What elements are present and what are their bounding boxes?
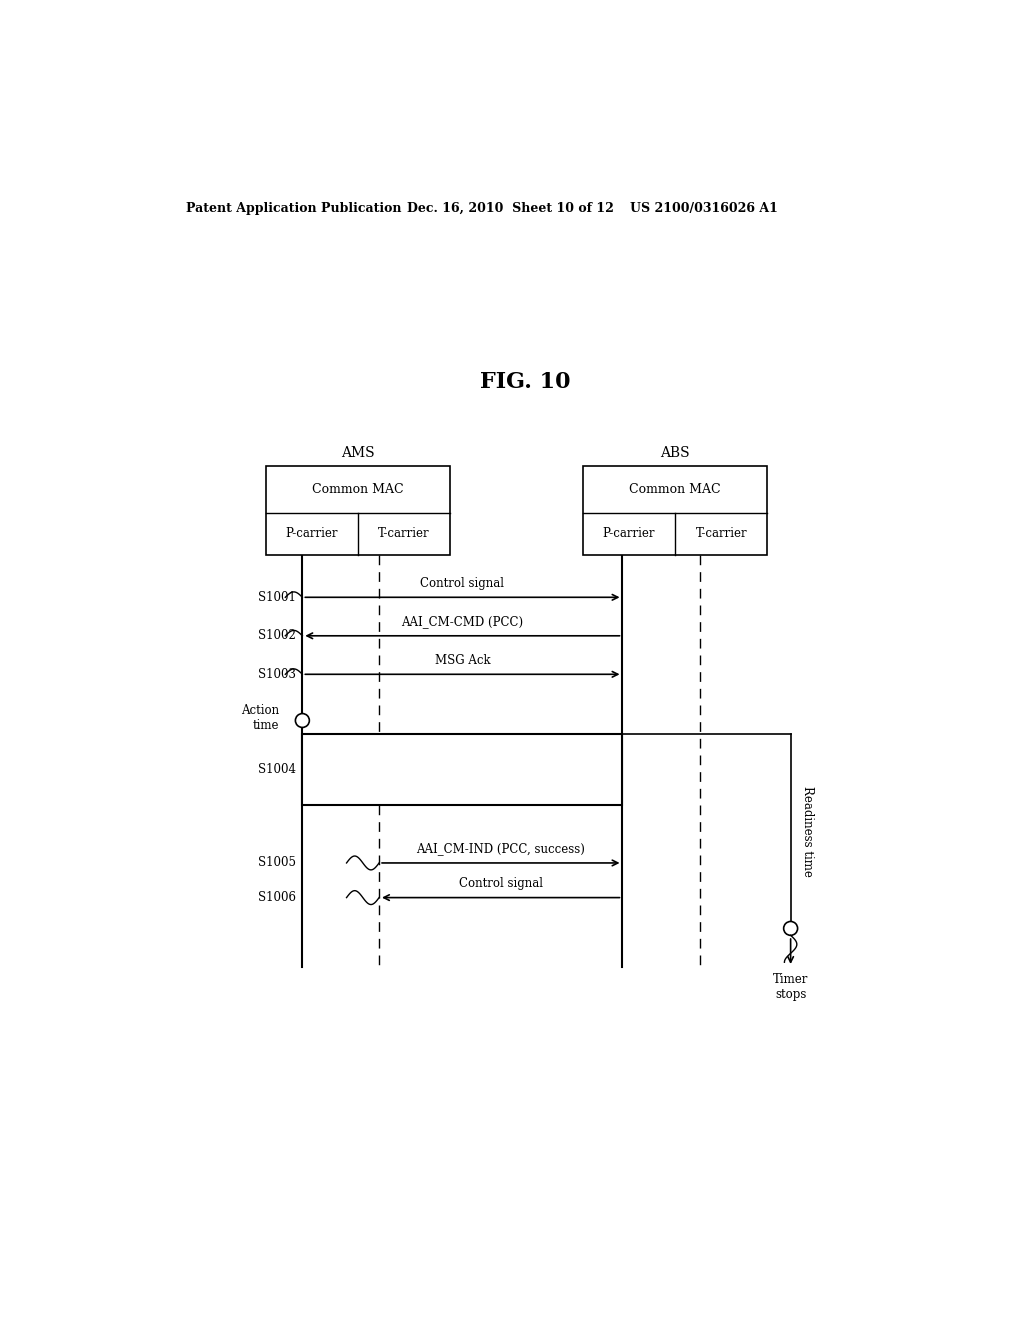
Text: Action
time: Action time: [241, 704, 280, 731]
Text: S1004: S1004: [258, 763, 296, 776]
Bar: [266, 466, 450, 554]
Text: ABS: ABS: [660, 446, 690, 459]
Text: MSG Ack: MSG Ack: [434, 653, 490, 667]
Text: Timer
stops: Timer stops: [773, 973, 808, 1001]
Text: Dec. 16, 2010  Sheet 10 of 12: Dec. 16, 2010 Sheet 10 of 12: [407, 202, 613, 215]
Text: S1002: S1002: [258, 630, 296, 643]
Text: AAI_CM-IND (PCC, success): AAI_CM-IND (PCC, success): [417, 842, 585, 855]
Text: S1003: S1003: [258, 668, 296, 681]
Text: Common MAC: Common MAC: [312, 483, 403, 496]
Text: Readiness time: Readiness time: [802, 785, 814, 876]
Text: S1005: S1005: [258, 857, 296, 870]
Text: P-carrier: P-carrier: [286, 527, 338, 540]
Text: AMS: AMS: [341, 446, 375, 459]
Text: US 2100/0316026 A1: US 2100/0316026 A1: [630, 202, 778, 215]
Text: Patent Application Publication: Patent Application Publication: [186, 202, 401, 215]
Text: Synchronization & CDMA ranging
through target carrier, if necessary: Synchronization & CDMA ranging through t…: [357, 754, 567, 785]
Bar: [302, 734, 623, 805]
Text: S1001: S1001: [258, 591, 296, 603]
Circle shape: [783, 921, 798, 936]
Text: T-carrier: T-carrier: [695, 527, 748, 540]
Bar: [583, 466, 767, 554]
Text: Control signal: Control signal: [421, 577, 505, 590]
Text: Common MAC: Common MAC: [630, 483, 721, 496]
Text: FIG. 10: FIG. 10: [479, 371, 570, 393]
Circle shape: [295, 714, 309, 727]
Text: S1006: S1006: [258, 891, 296, 904]
Text: Control signal: Control signal: [459, 876, 543, 890]
Text: P-carrier: P-carrier: [603, 527, 655, 540]
Text: T-carrier: T-carrier: [378, 527, 429, 540]
Text: AAI_CM-CMD (PCC): AAI_CM-CMD (PCC): [401, 615, 523, 628]
